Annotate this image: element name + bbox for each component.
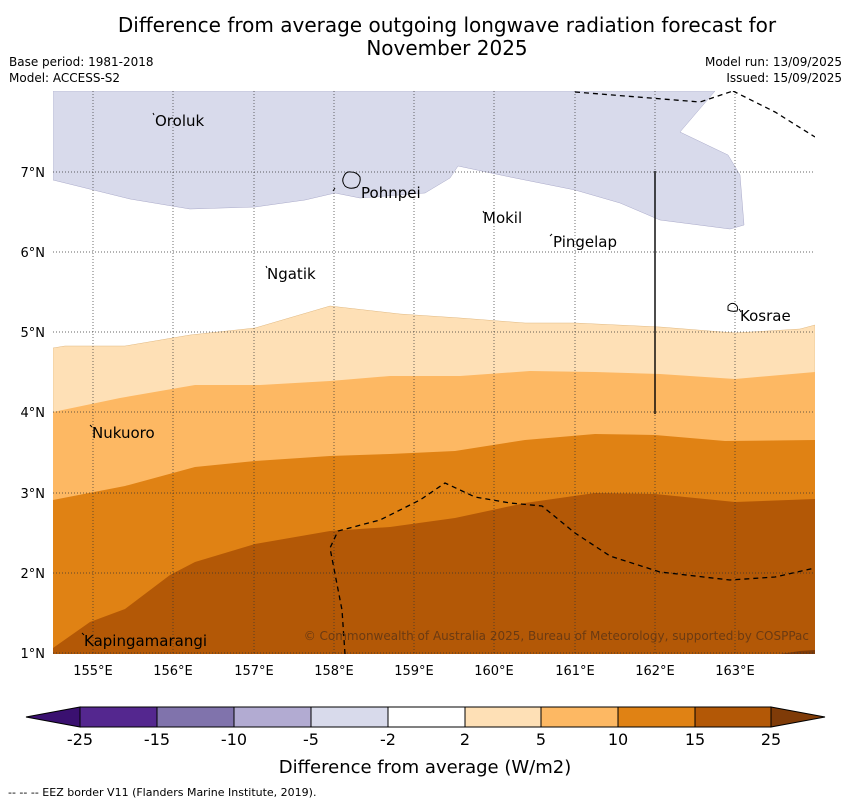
colorbar-swatch-8 [617, 706, 696, 728]
lon-tick-157: 157°E [234, 664, 274, 679]
lon-tick-162: 162°E [635, 664, 675, 679]
lat-tick-3: 3°N [21, 487, 46, 502]
meta-left: Base period: 1981-2018 Model: ACCESS-S2 [9, 54, 154, 86]
lat-tick-5: 5°N [21, 326, 46, 341]
place-labels: Oroluk Pohnpei Mokil Pingelap Ngatik Kos… [84, 112, 791, 650]
lat-tick-2: 2°N [21, 567, 46, 582]
lon-tick-155: 155°E [73, 664, 113, 679]
place-oroluk: Oroluk [155, 112, 204, 130]
colorbar-swatch-9 [694, 706, 772, 728]
colorbar-swatch-4 [310, 706, 389, 728]
contour-15-to-25 [53, 493, 815, 654]
place-nukuoro: Nukuoro [92, 424, 155, 442]
copyright-notice: © Commonwealth of Australia 2025, Bureau… [304, 629, 809, 643]
colorbar-swatch-7 [540, 706, 619, 728]
kosrae-marker [738, 308, 742, 313]
lon-tick-161: 161°E [555, 664, 595, 679]
meta-right: Model run: 13/09/2025 Issued: 15/09/2025 [705, 54, 842, 86]
lon-tick-160: 160°E [474, 664, 514, 679]
issued-date: Issued: 15/09/2025 [726, 71, 842, 85]
colorbar-label-10: 25 [761, 730, 781, 749]
lat-tick-4: 4°N [21, 406, 46, 421]
colorbar-swatch-6 [464, 706, 542, 728]
eez-border [329, 91, 815, 654]
model-name: Model: ACCESS-S2 [9, 71, 121, 85]
place-pohnpei: Pohnpei [361, 184, 421, 202]
map-area: Oroluk Pohnpei Mokil Pingelap Ngatik Kos… [53, 91, 815, 654]
model-run: Model run: 13/09/2025 [704, 55, 842, 69]
place-kapingamarangi: Kapingamarangi [84, 632, 207, 650]
title-line-1: Difference from average outgoing longwav… [117, 13, 777, 37]
pohnpei-island [342, 171, 361, 189]
lat-tick-7: 7°N [21, 166, 46, 181]
colorbar-label-9: 15 [685, 730, 705, 749]
place-pingelap: Pingelap [553, 233, 617, 251]
base-period: Base period: 1981-2018 [9, 55, 154, 69]
lat-tick-1: 1°N [21, 647, 46, 662]
colorbar-label-6: 2 [460, 730, 470, 749]
colorbar-low-extension [25, 706, 81, 728]
place-mokil: Mokil [483, 209, 522, 227]
colorbar-labels: -25 -15 -10 -5 -2 2 5 10 15 25 Differenc… [67, 730, 781, 778]
kosrae-island [727, 302, 739, 312]
lon-tick-156: 156°E [153, 664, 193, 679]
lon-axis: 155°E 156°E 157°E 158°E 159°E 160°E 161°… [73, 664, 755, 679]
contour-neg-2-to-5 [53, 91, 745, 230]
colorbar-swatch-1 [79, 706, 158, 728]
lon-tick-163: 163°E [715, 664, 755, 679]
colorbar [25, 706, 826, 728]
place-ngatik: Ngatik [267, 265, 316, 283]
colorbar-label-7: 5 [536, 730, 546, 749]
colorbar-label-5: -2 [380, 730, 396, 749]
colorbar-label-3: -10 [221, 730, 247, 749]
island-markers [81, 112, 553, 636]
colorbar-title: Difference from average (W/m2) [279, 757, 571, 778]
lat-axis: 1°N 2°N 3°N 4°N 5°N 6°N 7°N [21, 166, 46, 662]
lon-tick-159: 159°E [394, 664, 434, 679]
eez-footnote: -- -- -- EEZ border V11 (Flanders Marine… [8, 786, 317, 799]
lat-tick-6: 6°N [21, 246, 46, 261]
colorbar-high-extension [770, 706, 826, 728]
title-line-2: November 2025 [366, 36, 528, 60]
colorbar-label-2: -15 [144, 730, 170, 749]
lon-tick-158: 158°E [314, 664, 354, 679]
colorbar-label-1: -25 [67, 730, 93, 749]
colorbar-swatch-5 [387, 706, 466, 728]
colorbar-label-8: 10 [608, 730, 628, 749]
colorbar-label-4: -5 [303, 730, 319, 749]
map-title: Difference from average outgoing longwav… [0, 14, 850, 60]
colorbar-swatch-2 [156, 706, 235, 728]
colorbar-swatch-3 [233, 706, 312, 728]
place-kosrae: Kosrae [740, 307, 791, 325]
